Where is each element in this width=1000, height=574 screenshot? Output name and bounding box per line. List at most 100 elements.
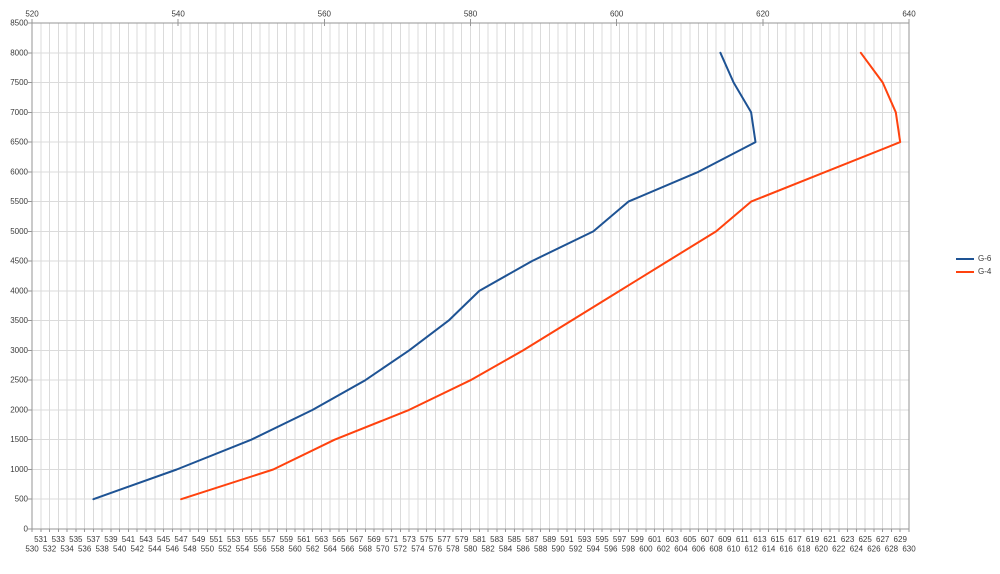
x-axis-tick-label: 539 [104,535,118,544]
x-axis-tick-label: 560 [288,545,302,554]
x-axis-tick-label: 545 [157,535,171,544]
x-axis-tick-label: 619 [806,535,820,544]
x-axis-tick-label: 597 [613,535,627,544]
x-axis-tick-label: 612 [744,545,758,554]
x-axis-tick-label: 584 [499,545,513,554]
x-axis-tick-label: 532 [43,545,57,554]
x-axis-tick-label: 533 [52,535,66,544]
x-axis-tick-label: 613 [753,535,767,544]
y-axis-tick-label: 5000 [10,227,28,236]
x-axis-tick-label: 579 [455,535,469,544]
x-axis-tick-label: 554 [236,545,250,554]
bottom-axis-labels-row2: 530 532 534 536 538 540 542 544 546 548 550 552 554 5… [25,545,916,554]
x-axis-tick-label: 616 [780,545,794,554]
x-axis-tick-label: 551 [209,535,223,544]
legend-item-g4[interactable]: G-4 [956,265,991,278]
x-axis-tick-label: 552 [218,545,232,554]
x-axis-tick-label: 604 [674,545,688,554]
y-axis-tick-label: 7500 [10,78,28,87]
x-axis-tick-label: 590 [552,545,566,554]
x-axis-tick-label: 549 [192,535,206,544]
legend-label-g4: G-4 [978,267,992,276]
x-axis-tick-label: 550 [201,545,215,554]
x-axis-tick-label: 614 [762,545,776,554]
x-axis-tick-label: 582 [481,545,495,554]
x-axis-tick-label: 553 [227,535,241,544]
x-axis-tick-label: 607 [701,535,715,544]
x-axis-tick-label: 538 [95,545,109,554]
x-axis-tick-label: 541 [122,535,136,544]
legend-item-g6[interactable]: G-6 [956,252,991,265]
top-axis-tick-label: 540 [171,10,185,19]
y-axis-tick-label: 3000 [10,346,28,355]
x-axis-tick-label: 626 [867,545,881,554]
x-axis-tick-label: 589 [543,535,557,544]
x-axis-tick-label: 562 [306,545,320,554]
top-axis-tick-label: 520 [25,10,39,19]
x-axis-tick-label: 561 [297,535,311,544]
x-axis-tick-label: 566 [341,545,355,554]
y-axis-labels: 0 500 1000 1500 2000 2500 3000 3500 4000 4500 5000… [10,19,28,534]
x-axis-tick-label: 622 [832,545,846,554]
x-axis-tick-label: 564 [324,545,338,554]
x-axis-tick-label: 588 [534,545,548,554]
top-axis-tick-label: 640 [902,10,916,19]
x-axis-tick-label: 547 [174,535,188,544]
x-axis-tick-label: 625 [858,535,872,544]
x-axis-tick-label: 542 [131,545,145,554]
x-axis-tick-label: 611 [736,535,749,544]
series-line-g-4[interactable] [180,51,902,501]
x-axis-tick-label: 623 [841,535,855,544]
x-axis-tick-label: 568 [359,545,373,554]
x-axis-tick-label: 546 [166,545,180,554]
x-axis-tick-label: 535 [69,535,83,544]
x-axis-tick-label: 537 [87,535,101,544]
x-axis-tick-label: 600 [639,545,653,554]
x-axis-tick-label: 608 [709,545,723,554]
top-axis-tick-label: 560 [318,10,332,19]
x-axis-tick-label: 591 [560,535,574,544]
x-axis-tick-label: 585 [508,535,522,544]
x-axis-tick-label: 534 [60,545,74,554]
vertical-gridlines [31,23,910,529]
x-axis-tick-label: 540 [113,545,127,554]
x-axis-tick-label: 620 [815,545,829,554]
legend-line-swatch-g6 [956,257,974,260]
y-axis-tick-label: 6500 [10,138,28,147]
x-axis-tick-label: 557 [262,535,276,544]
y-axis-tick-label: 8000 [10,48,28,57]
x-axis-tick-label: 587 [525,535,539,544]
x-axis-tick-label: 576 [429,545,443,554]
x-axis-tick-label: 581 [473,535,487,544]
x-axis-tick-label: 627 [876,535,890,544]
bottom-axis-labels-row1: 531 533 535 537 539 541 543 545 547 549 551 553 555 5… [34,535,907,544]
y-axis-tick-label: 2500 [10,376,28,385]
x-axis-tick-label: 573 [402,535,416,544]
y-axis-tick-label: 1500 [10,435,28,444]
x-axis-tick-label: 599 [630,535,644,544]
y-axis-tick-label: 7000 [10,108,28,117]
x-axis-tick-label: 592 [569,545,583,554]
x-axis-tick-label: 578 [446,545,460,554]
x-axis-tick-label: 630 [902,545,916,554]
x-axis-tick-label: 575 [420,535,434,544]
x-axis-tick-label: 624 [850,545,864,554]
x-axis-tick-label: 610 [727,545,741,554]
x-axis-tick-label: 577 [438,535,452,544]
x-axis-tick-label: 615 [771,535,785,544]
x-axis-tick-label: 621 [823,535,837,544]
legend-line-swatch-g4 [956,270,974,273]
x-axis-tick-label: 595 [595,535,609,544]
top-axis-labels: 520 540 560 580 600 620 640 [25,10,916,19]
top-axis-tick-label: 580 [464,10,478,19]
x-axis-tick-label: 570 [376,545,390,554]
series-line-g-6[interactable] [92,51,757,501]
x-axis-tick-label: 569 [367,535,381,544]
x-axis-tick-label: 598 [622,545,636,554]
x-axis-tick-label: 531 [34,535,48,544]
x-axis-tick-label: 618 [797,545,811,554]
legend: G-6 G-4 [956,252,991,278]
y-axis-tick-label: 4500 [10,257,28,266]
